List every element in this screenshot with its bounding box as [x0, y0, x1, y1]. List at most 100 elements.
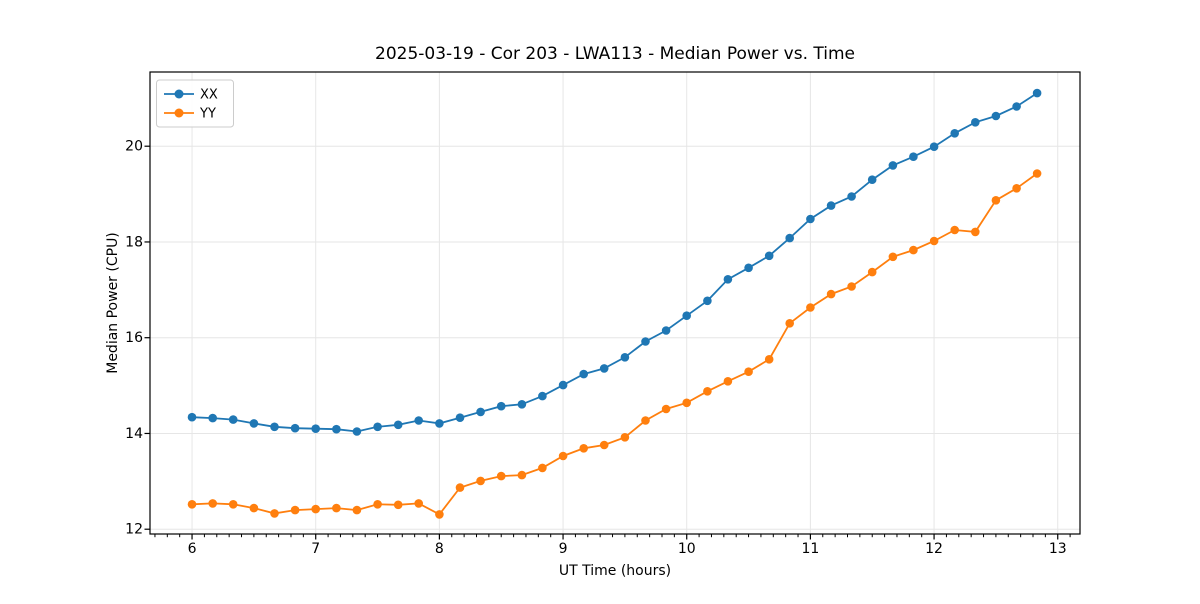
data-point-xx: [435, 419, 444, 428]
y-axis-label: Median Power (CPU): [105, 232, 121, 374]
x-tick-label: 7: [311, 541, 320, 557]
data-point-yy: [888, 252, 898, 262]
data-point-xx: [744, 263, 753, 273]
data-point-xx: [806, 214, 815, 224]
data-point-xx: [682, 311, 691, 321]
data-point-xx: [538, 391, 547, 401]
x-tick-label: 12: [925, 541, 943, 557]
data-point-xx: [290, 423, 300, 433]
data-series: [187, 88, 1042, 519]
y-tick-label: 18: [125, 234, 143, 250]
data-point-yy: [703, 387, 712, 396]
data-point-yy: [538, 463, 547, 473]
data-point-yy: [806, 303, 815, 312]
data-point-yy: [208, 499, 217, 508]
data-point-xx: [270, 422, 279, 432]
data-point-yy: [641, 416, 650, 425]
data-point-xx: [641, 337, 650, 346]
y-tick-label: 12: [125, 522, 143, 538]
data-point-yy: [558, 451, 568, 461]
data-point-xx: [929, 142, 939, 151]
y-tick-label: 20: [125, 139, 143, 155]
data-point-xx: [332, 424, 341, 434]
data-point-xx: [950, 129, 959, 138]
data-point-yy: [661, 404, 671, 414]
data-point-yy: [682, 398, 691, 408]
plot-border: [149, 71, 1081, 535]
data-point-xx: [1032, 88, 1042, 98]
data-point-yy: [991, 196, 1001, 205]
data-point-yy: [455, 483, 465, 492]
data-point-xx: [393, 420, 403, 430]
x-axis-label: UT Time (hours): [559, 563, 671, 579]
data-point-yy: [393, 500, 403, 510]
data-point-yy: [971, 227, 980, 237]
x-tick-label: 9: [559, 541, 568, 557]
data-point-yy: [496, 471, 506, 481]
data-point-yy: [373, 500, 382, 509]
data-point-yy: [476, 476, 485, 486]
data-point-yy: [929, 236, 939, 246]
data-point-yy: [352, 505, 362, 515]
data-point-yy: [435, 510, 444, 519]
data-point-xx: [909, 152, 918, 161]
data-point-xx: [187, 412, 197, 422]
data-point-xx: [455, 413, 465, 423]
data-point-xx: [249, 419, 259, 428]
data-point-xx: [785, 233, 794, 243]
legend-label-xx: XX: [200, 88, 218, 103]
axes-ticks: 6 7 8 9 10 11 12 13 12 14 16 18 20: [125, 139, 1071, 557]
data-point-yy: [1032, 169, 1042, 178]
data-point-xx: [373, 422, 382, 432]
data-point-xx: [228, 415, 238, 424]
legend-marker-yy: [174, 108, 184, 118]
data-point-xx: [496, 401, 506, 411]
data-point-xx: [517, 400, 527, 409]
data-point-xx: [971, 118, 980, 127]
data-point-yy: [579, 444, 588, 453]
legend-marker-xx: [174, 89, 184, 99]
data-point-xx: [579, 369, 588, 379]
legend: XX YY: [156, 79, 234, 128]
data-point-yy: [414, 499, 424, 508]
x-tick-label: 11: [801, 541, 819, 557]
x-tick-label: 8: [435, 541, 444, 557]
series-line-xx: [191, 92, 1038, 433]
data-point-xx: [1012, 102, 1021, 111]
data-point-xx: [414, 416, 424, 425]
legend-box: [156, 79, 234, 128]
chart-title: 2025-03-19 - Cor 203 - LWA113 - Median P…: [375, 44, 855, 64]
y-tick-label: 16: [125, 330, 143, 346]
data-point-xx: [208, 413, 217, 423]
data-point-xx: [826, 201, 836, 210]
data-point-yy: [620, 433, 630, 442]
gridlines: [150, 72, 1080, 534]
x-tick-label: 13: [1049, 541, 1067, 557]
data-point-xx: [867, 175, 877, 184]
data-point-yy: [847, 282, 856, 291]
data-point-yy: [867, 267, 877, 277]
data-point-xx: [558, 380, 568, 390]
data-point-xx: [847, 192, 856, 201]
data-point-xx: [764, 251, 774, 261]
data-point-xx: [352, 427, 362, 436]
data-point-xx: [661, 326, 671, 335]
data-point-yy: [723, 377, 733, 386]
data-point-yy: [311, 504, 321, 514]
data-point-yy: [826, 289, 836, 299]
data-point-xx: [723, 275, 733, 284]
series-line-yy: [191, 172, 1038, 516]
y-tick-label: 14: [125, 426, 143, 442]
data-point-xx: [620, 353, 630, 362]
data-point-xx: [476, 407, 485, 417]
data-point-yy: [517, 470, 527, 480]
data-point-yy: [1012, 184, 1021, 193]
data-point-xx: [888, 161, 898, 170]
data-point-yy: [785, 319, 794, 328]
x-tick-label: 6: [188, 541, 197, 557]
data-point-yy: [950, 225, 959, 235]
legend-label-yy: YY: [199, 107, 216, 122]
data-point-yy: [599, 440, 609, 450]
